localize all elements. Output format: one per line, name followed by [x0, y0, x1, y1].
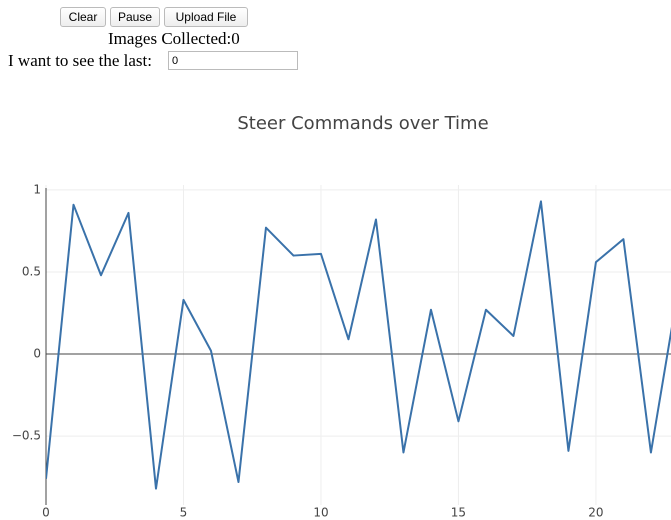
y-tick-label: −0.5: [12, 429, 41, 443]
images-collected: Images Collected:0: [108, 29, 240, 48]
last-label: I want to see the last:: [8, 51, 152, 70]
last-input[interactable]: 0: [168, 51, 298, 70]
pause-button[interactable]: Pause: [110, 7, 160, 27]
x-tick-label: 10: [313, 506, 328, 520]
x-tick-label: 15: [451, 506, 466, 520]
series-line: [46, 200, 671, 490]
y-tick-label: 1: [33, 182, 41, 196]
chart-title: Steer Commands over Time: [237, 113, 488, 134]
y-tick-label: 0: [33, 347, 41, 361]
x-tick-label: 0: [42, 506, 50, 520]
clear-button[interactable]: Clear: [60, 7, 106, 27]
upload-button[interactable]: Upload File: [164, 7, 248, 27]
y-tick-label: 0.5: [22, 264, 41, 278]
x-tick-label: 5: [180, 506, 188, 520]
x-tick-label: 20: [588, 506, 603, 520]
